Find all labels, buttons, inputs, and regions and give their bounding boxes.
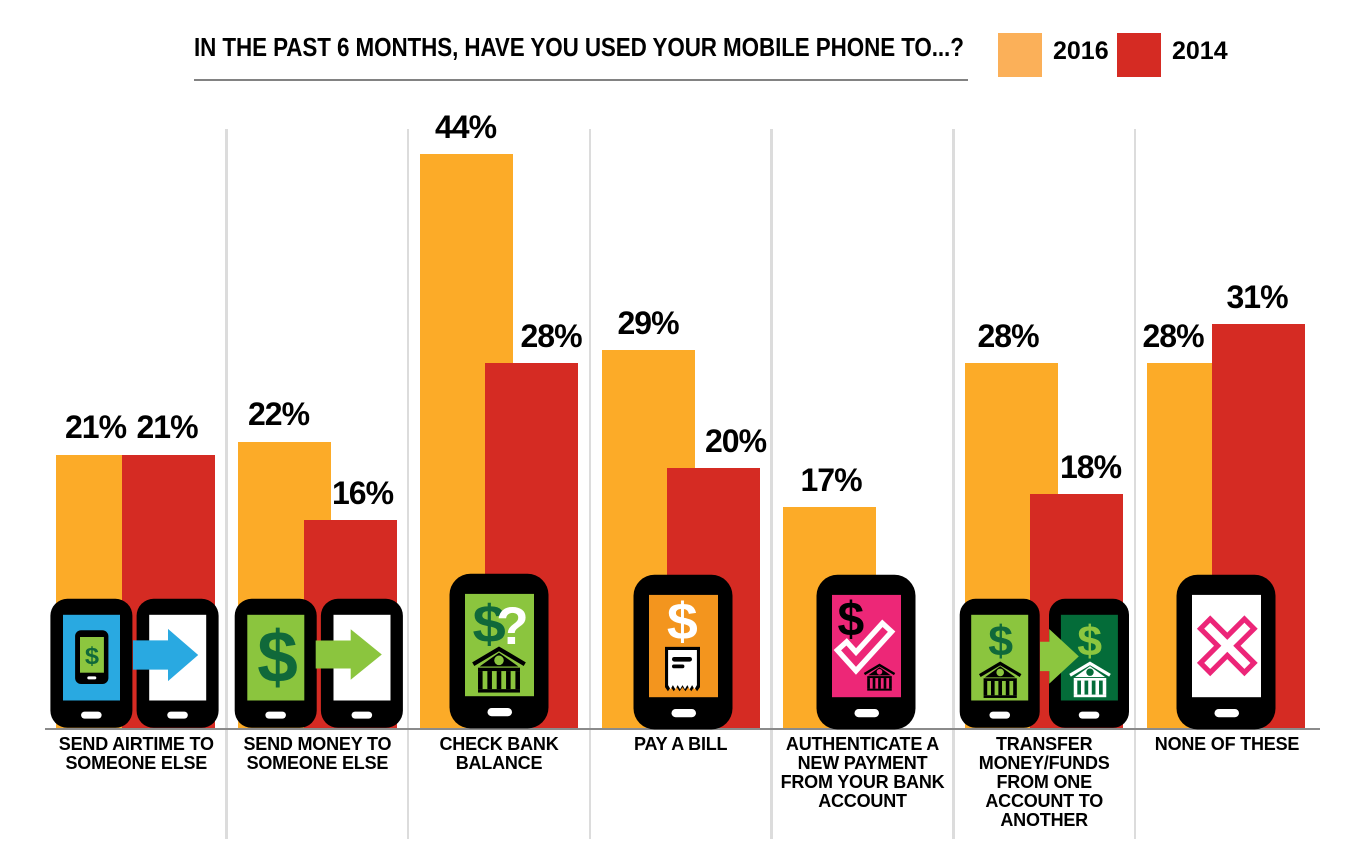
svg-text:$: $ <box>837 593 864 646</box>
svg-text:$: $ <box>257 617 298 698</box>
svg-text:$: $ <box>667 593 698 651</box>
svg-text:$: $ <box>988 618 1013 665</box>
svg-text:$: $ <box>1077 618 1102 665</box>
svg-text:?: ? <box>496 597 528 656</box>
svg-text:$: $ <box>85 644 99 670</box>
svg-text:$: $ <box>472 594 505 653</box>
